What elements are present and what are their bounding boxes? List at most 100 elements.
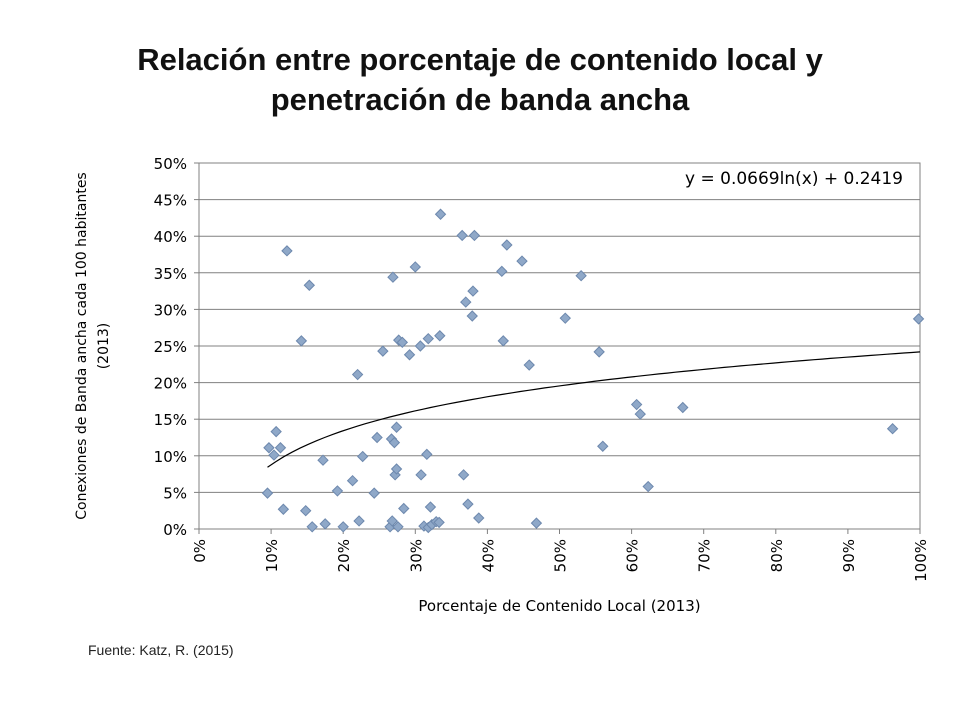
chart-title: Relación entre porcentaje de contenido l… (0, 40, 960, 120)
data-point (261, 487, 274, 499)
y-tick-label: 50% (154, 155, 187, 173)
y-tick-label: 5% (163, 484, 187, 502)
data-point (387, 271, 399, 283)
data-point (634, 408, 646, 420)
data-point (462, 498, 474, 510)
x-tick-label: 70% (696, 539, 714, 572)
data-point (466, 310, 478, 322)
data-point (403, 349, 416, 361)
data-point (398, 502, 410, 515)
trend-equation: y = 0.0669ln(x) + 0.2419 (685, 169, 903, 189)
data-point (277, 503, 290, 515)
data-point (473, 512, 485, 524)
data-point (530, 517, 543, 529)
trend-line (267, 351, 921, 468)
x-tick-label: 30% (407, 539, 425, 572)
data-point (386, 515, 398, 527)
data-point (346, 474, 359, 487)
data-point (351, 368, 364, 381)
y-tick-label: 30% (154, 301, 187, 319)
data-point (353, 515, 365, 527)
chart-title-line2: penetración de banda ancha (270, 82, 690, 117)
data-point (319, 518, 331, 530)
data-point (516, 255, 528, 267)
data-point (593, 346, 605, 358)
data-point (434, 208, 447, 220)
data-point (390, 421, 403, 433)
data-point (523, 359, 535, 371)
x-axis-ticks: 0% 10% 20% 30% 40% 50% 60% 70% 80% 90% 100% (191, 529, 930, 582)
chart-title-line1: Relación entre porcentaje de contenido l… (137, 42, 823, 77)
data-point (388, 436, 401, 449)
y-axis-label-line1: Conexiones de Banda ancha cada 100 habit… (74, 172, 90, 519)
data-point (677, 401, 689, 414)
data-points (261, 208, 925, 534)
data-point (597, 440, 609, 452)
data-point (501, 239, 513, 251)
data-point (295, 335, 308, 347)
y-tick-label: 35% (154, 265, 187, 283)
data-point (912, 313, 925, 325)
data-point (630, 398, 643, 411)
data-point (303, 279, 316, 291)
y-tick-label: 45% (154, 192, 187, 210)
data-point (457, 469, 470, 481)
data-point (390, 463, 403, 475)
data-point (414, 340, 427, 352)
y-axis-label-line2: (2013) (96, 323, 112, 370)
data-point (886, 423, 899, 435)
x-tick-label: 50% (552, 539, 570, 572)
x-tick-label: 10% (263, 539, 281, 572)
x-tick-label: 100% (912, 539, 930, 582)
data-point (281, 245, 293, 257)
data-point (356, 450, 369, 463)
data-point (642, 480, 654, 493)
y-axis-ticks: 0% 5% 10% 15% 20% 25% 30% 35% 40% 45% 50% (154, 155, 199, 539)
data-point (468, 229, 481, 242)
y-tick-label: 0% (163, 521, 187, 539)
data-point (415, 469, 427, 481)
data-point (434, 330, 446, 342)
data-point (456, 229, 468, 242)
data-point (421, 448, 433, 461)
data-point (306, 521, 318, 533)
data-point (371, 431, 383, 444)
data-point (433, 516, 445, 529)
x-tick-label: 80% (768, 539, 786, 572)
data-point (396, 336, 409, 349)
x-tick-label: 20% (335, 539, 353, 572)
data-point (268, 449, 280, 461)
data-point (559, 312, 571, 324)
y-tick-label: 25% (154, 338, 187, 356)
data-point (377, 345, 389, 357)
data-point (337, 521, 349, 533)
x-tick-label: 90% (840, 539, 858, 572)
data-point (331, 485, 344, 497)
data-point (496, 265, 508, 278)
data-point (575, 270, 587, 282)
data-point (270, 425, 282, 438)
data-point (422, 332, 434, 345)
data-point (409, 261, 422, 273)
data-point (467, 285, 479, 297)
gridlines (199, 162, 920, 530)
y-tick-label: 20% (154, 375, 187, 393)
data-point (497, 335, 509, 347)
data-point (460, 296, 472, 308)
data-point (392, 521, 404, 533)
y-tick-label: 40% (154, 228, 187, 246)
source-note: Fuente: Katz, R. (2015) (88, 642, 234, 658)
x-tick-label: 40% (479, 539, 497, 572)
data-point (300, 504, 312, 517)
x-tick-label: 60% (624, 539, 642, 572)
y-tick-label: 15% (154, 411, 187, 429)
data-point (317, 454, 329, 466)
data-point (263, 442, 275, 454)
x-axis-label: Porcentaje de Contenido Local (2013) (418, 597, 700, 615)
data-point (274, 442, 287, 454)
y-axis-label: Conexiones de Banda ancha cada 100 habit… (74, 172, 112, 519)
y-tick-label: 10% (154, 448, 187, 466)
data-point (368, 487, 380, 499)
x-tick-label: 0% (191, 539, 209, 563)
